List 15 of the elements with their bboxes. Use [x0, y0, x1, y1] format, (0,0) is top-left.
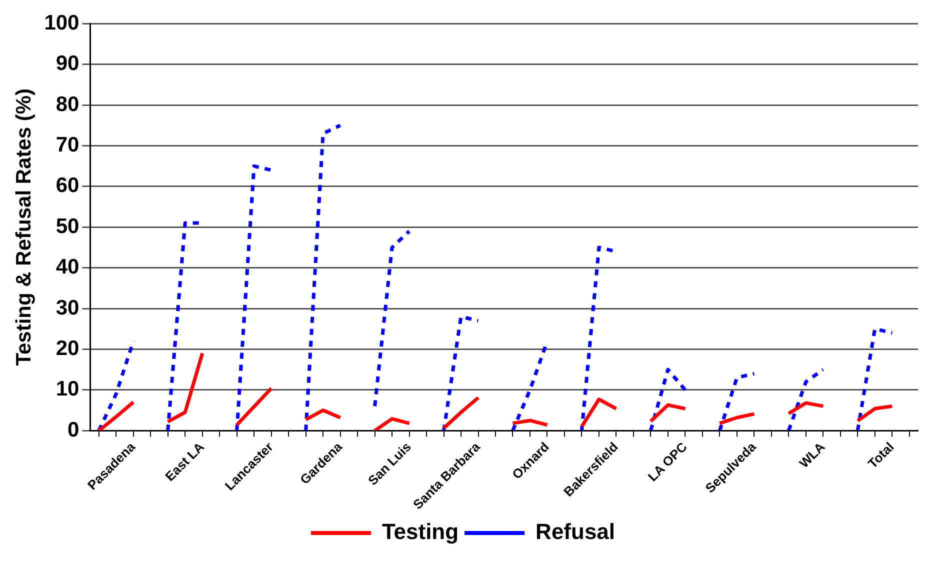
y-axis-title: Testing & Refusal Rates (%)	[12, 88, 36, 366]
legend-label: Testing	[382, 519, 459, 544]
legend-label: Refusal	[536, 519, 616, 544]
y-tick-label: 0	[68, 418, 80, 442]
y-tick-label: 60	[56, 174, 80, 198]
y-tick-label: 80	[56, 92, 80, 116]
y-tick-label: 50	[56, 214, 80, 238]
y-tick-label: 100	[44, 11, 80, 34]
y-tick-label: 30	[56, 296, 80, 320]
y-tick-label: 10	[56, 378, 80, 401]
y-tick-label: 70	[56, 134, 80, 157]
y-tick-label: 90	[56, 52, 80, 76]
x-tick-label: San Luis	[365, 439, 414, 488]
y-tick-label: 40	[56, 256, 80, 279]
y-tick-label: 20	[56, 337, 80, 360]
